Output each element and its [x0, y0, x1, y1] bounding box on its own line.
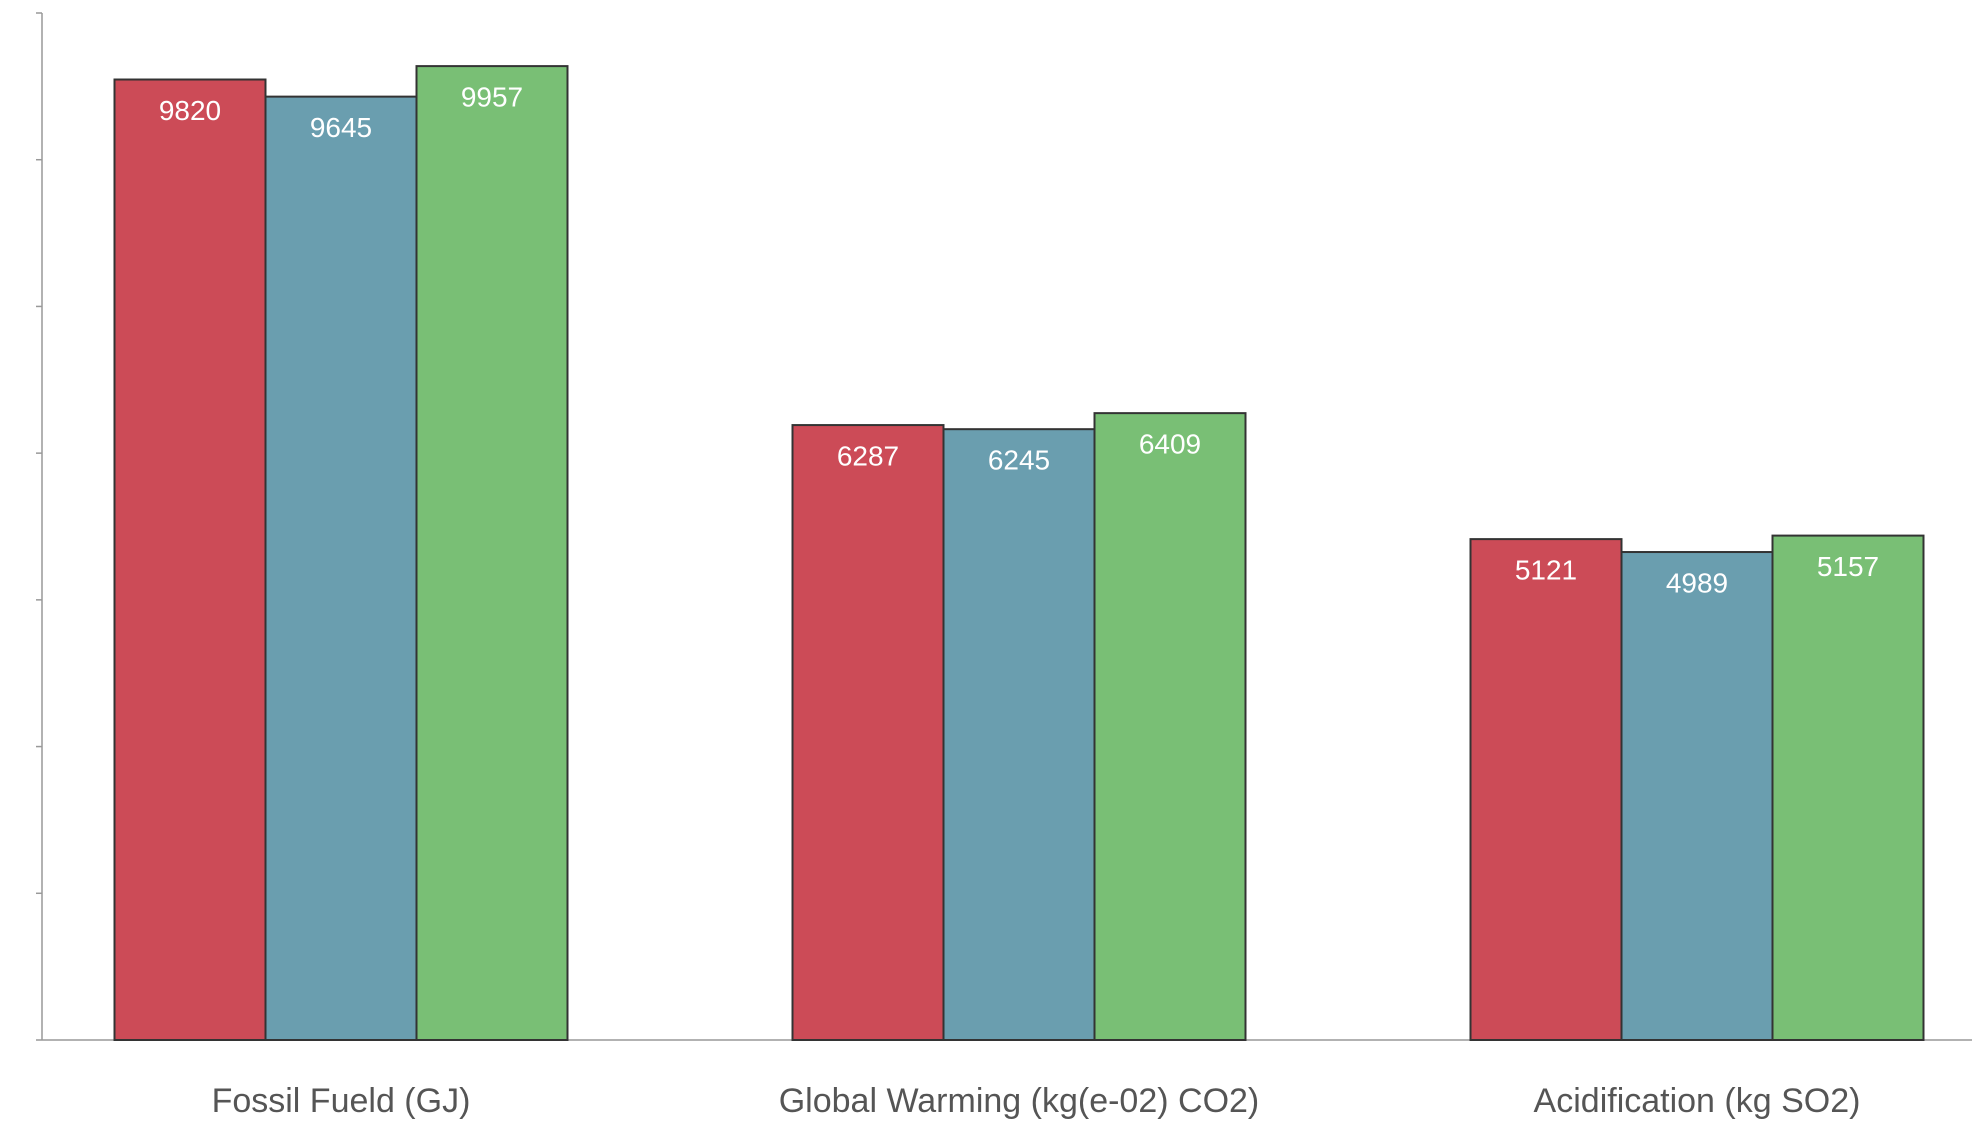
- bar: [415, 65, 569, 1041]
- value-label: 6245: [988, 445, 1050, 476]
- value-label: 6409: [1139, 429, 1201, 460]
- value-label: 5121: [1515, 555, 1577, 586]
- bar: [791, 424, 945, 1041]
- x-tick-label: Fossil Fueld (GJ): [212, 1082, 471, 1120]
- bar: [264, 95, 418, 1042]
- value-label: 5157: [1817, 551, 1879, 582]
- bar: [1469, 538, 1623, 1041]
- bar: [1093, 412, 1247, 1042]
- bar: [942, 428, 1096, 1042]
- x-tick-label: Acidification (kg SO2): [1534, 1082, 1861, 1120]
- value-label: 9820: [159, 95, 221, 126]
- value-label: 4989: [1666, 567, 1728, 598]
- x-tick-label: Global Warming (kg(e-02) CO2): [779, 1082, 1260, 1120]
- bar: [1620, 551, 1774, 1041]
- bar: [113, 78, 267, 1041]
- bar: [1771, 534, 1925, 1042]
- value-label: 9957: [461, 82, 523, 113]
- value-label: 9645: [310, 112, 372, 143]
- value-label: 6287: [837, 440, 899, 471]
